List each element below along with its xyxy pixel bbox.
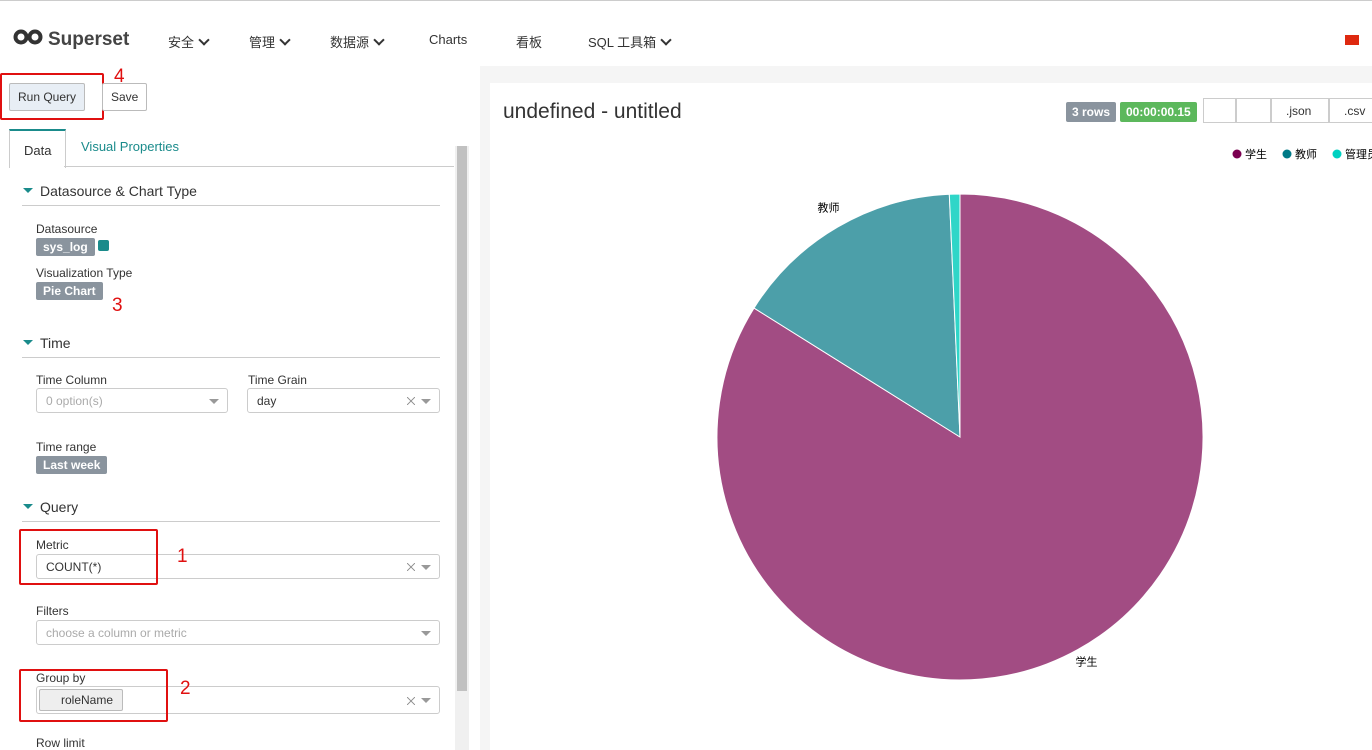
nav-item[interactable]: Charts bbox=[429, 32, 467, 47]
tab[interactable]: Visual Properties bbox=[81, 139, 180, 154]
query-duration: 00:00:00.15 bbox=[1120, 102, 1197, 122]
highlight-box bbox=[19, 669, 168, 722]
slice-label: 教师 bbox=[818, 202, 840, 215]
field-label: Time Column bbox=[36, 373, 107, 387]
chart-panel: undefined - untitled 3 rows 00:00:00.15 … bbox=[490, 83, 1372, 750]
divider bbox=[22, 521, 440, 522]
select[interactable]: day bbox=[247, 388, 440, 413]
pie-slice bbox=[753, 193, 961, 438]
highlight-box bbox=[0, 73, 104, 120]
add-icon[interactable] bbox=[98, 240, 109, 251]
nav-item[interactable]: SQL 工具箱 bbox=[588, 32, 672, 51]
select[interactable]: 0 option(s) bbox=[36, 388, 228, 413]
field-label: Filters bbox=[36, 604, 69, 618]
select-value: day bbox=[257, 394, 277, 408]
nav-label: Charts bbox=[429, 32, 468, 47]
tab[interactable]: Data bbox=[9, 129, 66, 168]
legend-label: 教师 bbox=[1295, 148, 1317, 161]
run-query-button[interactable]: Run Query bbox=[9, 83, 86, 111]
tab-label: Data bbox=[24, 143, 52, 158]
legend-label: 学生 bbox=[1245, 147, 1267, 161]
embed-button[interactable] bbox=[1236, 98, 1271, 123]
json-button[interactable]: .json bbox=[1271, 98, 1329, 123]
pie-slice bbox=[948, 193, 961, 438]
scrollbar-thumb[interactable] bbox=[457, 146, 467, 691]
annotation: 3 bbox=[112, 295, 123, 316]
group-by-chip[interactable]: roleName bbox=[39, 689, 123, 711]
section-header[interactable]: Query bbox=[22, 499, 79, 515]
field-label: Time Grain bbox=[248, 373, 307, 387]
annotation: 4 bbox=[114, 66, 125, 87]
nav-label: 管理 bbox=[249, 35, 276, 50]
select[interactable]: choose a column or metric bbox=[36, 620, 440, 645]
nav-item[interactable]: 安全 bbox=[168, 32, 210, 51]
navbar: Superset 安全 管理 数据源 Charts 看板 SQL 工具箱 bbox=[0, 0, 1372, 67]
legend-label: 管理员 bbox=[1345, 147, 1372, 161]
highlight-box bbox=[19, 529, 158, 585]
field-label: Time range bbox=[36, 440, 97, 454]
field-label: Row limit bbox=[36, 736, 85, 750]
nav-item[interactable]: 看板 bbox=[516, 32, 542, 51]
field-label: Metric bbox=[36, 538, 69, 552]
chart-title: undefined - untitled bbox=[503, 100, 682, 123]
divider bbox=[64, 166, 454, 167]
legend-dot bbox=[1282, 149, 1292, 159]
slice-label: 学生 bbox=[1075, 654, 1097, 668]
nav-item[interactable]: 管理 bbox=[249, 32, 291, 51]
viz-type-tag[interactable]: Pie Chart bbox=[36, 282, 103, 300]
time-range-tag[interactable]: Last week bbox=[36, 456, 108, 474]
section-header[interactable]: Time bbox=[23, 335, 71, 351]
field-label: Visualization Type bbox=[36, 266, 133, 280]
section-header[interactable]: Datasource & Chart Type bbox=[23, 183, 197, 199]
nav-label: 看板 bbox=[516, 35, 543, 50]
placeholder: 0 option(s) bbox=[46, 394, 103, 408]
save-button[interactable]: Save bbox=[102, 83, 148, 111]
field-label: Group by bbox=[36, 671, 86, 685]
placeholder: choose a column or metric bbox=[46, 626, 187, 640]
divider bbox=[22, 357, 440, 358]
nav-label: 安全 bbox=[168, 35, 195, 50]
nav-label: 数据源 bbox=[330, 35, 370, 50]
select[interactable]: roleName bbox=[36, 686, 440, 714]
annotation: 1 bbox=[177, 546, 188, 567]
language-flag[interactable] bbox=[1345, 35, 1359, 45]
csv-button[interactable]: .csv bbox=[1329, 98, 1372, 123]
link-button[interactable] bbox=[1203, 98, 1236, 123]
brand[interactable]: Superset bbox=[48, 29, 130, 50]
chip-label: roleName bbox=[61, 693, 114, 707]
legend-dot bbox=[1232, 149, 1242, 159]
nav-item[interactable]: 数据源 bbox=[330, 32, 385, 51]
logo bbox=[13, 29, 43, 45]
select-value: COUNT(*) bbox=[46, 560, 102, 574]
nav-label: SQL 工具箱 bbox=[588, 35, 657, 50]
legend-dot bbox=[1332, 149, 1342, 159]
annotation: 2 bbox=[180, 678, 191, 699]
row-count: 3 rows bbox=[1066, 102, 1117, 122]
select[interactable]: COUNT(*) bbox=[36, 554, 440, 579]
control-panel: Run Query Save 4 Data Visual Properties … bbox=[0, 66, 480, 750]
divider bbox=[22, 205, 440, 206]
datasource-tag[interactable]: sys_log bbox=[36, 238, 95, 256]
field-label: Datasource bbox=[36, 222, 98, 236]
pie-chart: 学生教师学生教师管理员 bbox=[716, 147, 1372, 681]
